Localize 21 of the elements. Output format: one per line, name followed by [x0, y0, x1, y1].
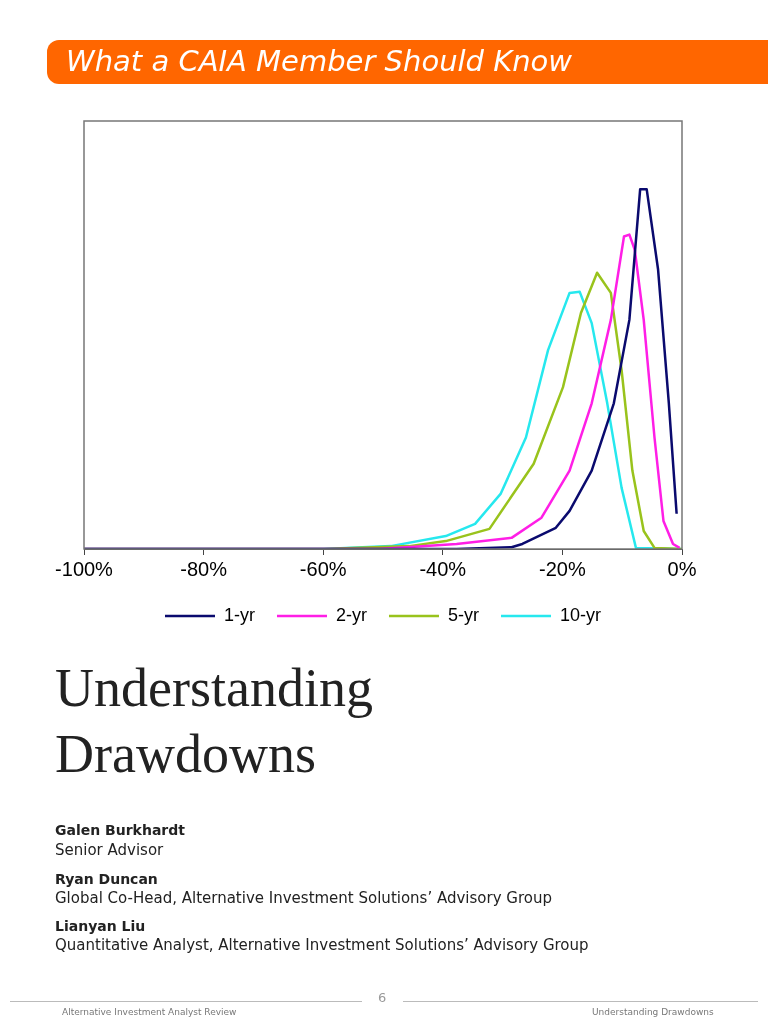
legend-label: 5-yr: [447, 604, 479, 625]
x-tick-label: -100%: [55, 557, 114, 580]
x-tick-label: -80%: [180, 557, 228, 580]
legend-label: 10-yr: [559, 604, 602, 625]
x-tick-label: 0%: [667, 557, 697, 580]
text: Lianyan Liu: [55, 918, 146, 934]
legend-label: 1-yr: [224, 604, 255, 625]
text: Alternative Investment Analyst Review: [62, 1007, 237, 1017]
text: Senior Advisor: [55, 841, 164, 859]
text: Galen Burkhardt: [55, 822, 185, 838]
text: 6: [378, 990, 387, 1005]
legend-label: 2-yr: [336, 604, 367, 625]
chart-title: What a CAIA Member Should Know: [66, 43, 573, 80]
text: Understanding Drawdowns: [592, 1007, 714, 1017]
x-tick-label: -60%: [299, 557, 347, 580]
x-tick-label: -40%: [419, 557, 467, 580]
text: Understanding Drawdowns: [55, 657, 374, 786]
text: Global Co-Head, Alternative Investment Solutions’ Advisory Group: [55, 889, 552, 907]
text: Quantitative Analyst, Alternative Investment Solutions’ Advisory Group: [55, 936, 589, 954]
text: Ryan Duncan: [55, 871, 158, 887]
x-tick-label: -20%: [539, 557, 586, 580]
